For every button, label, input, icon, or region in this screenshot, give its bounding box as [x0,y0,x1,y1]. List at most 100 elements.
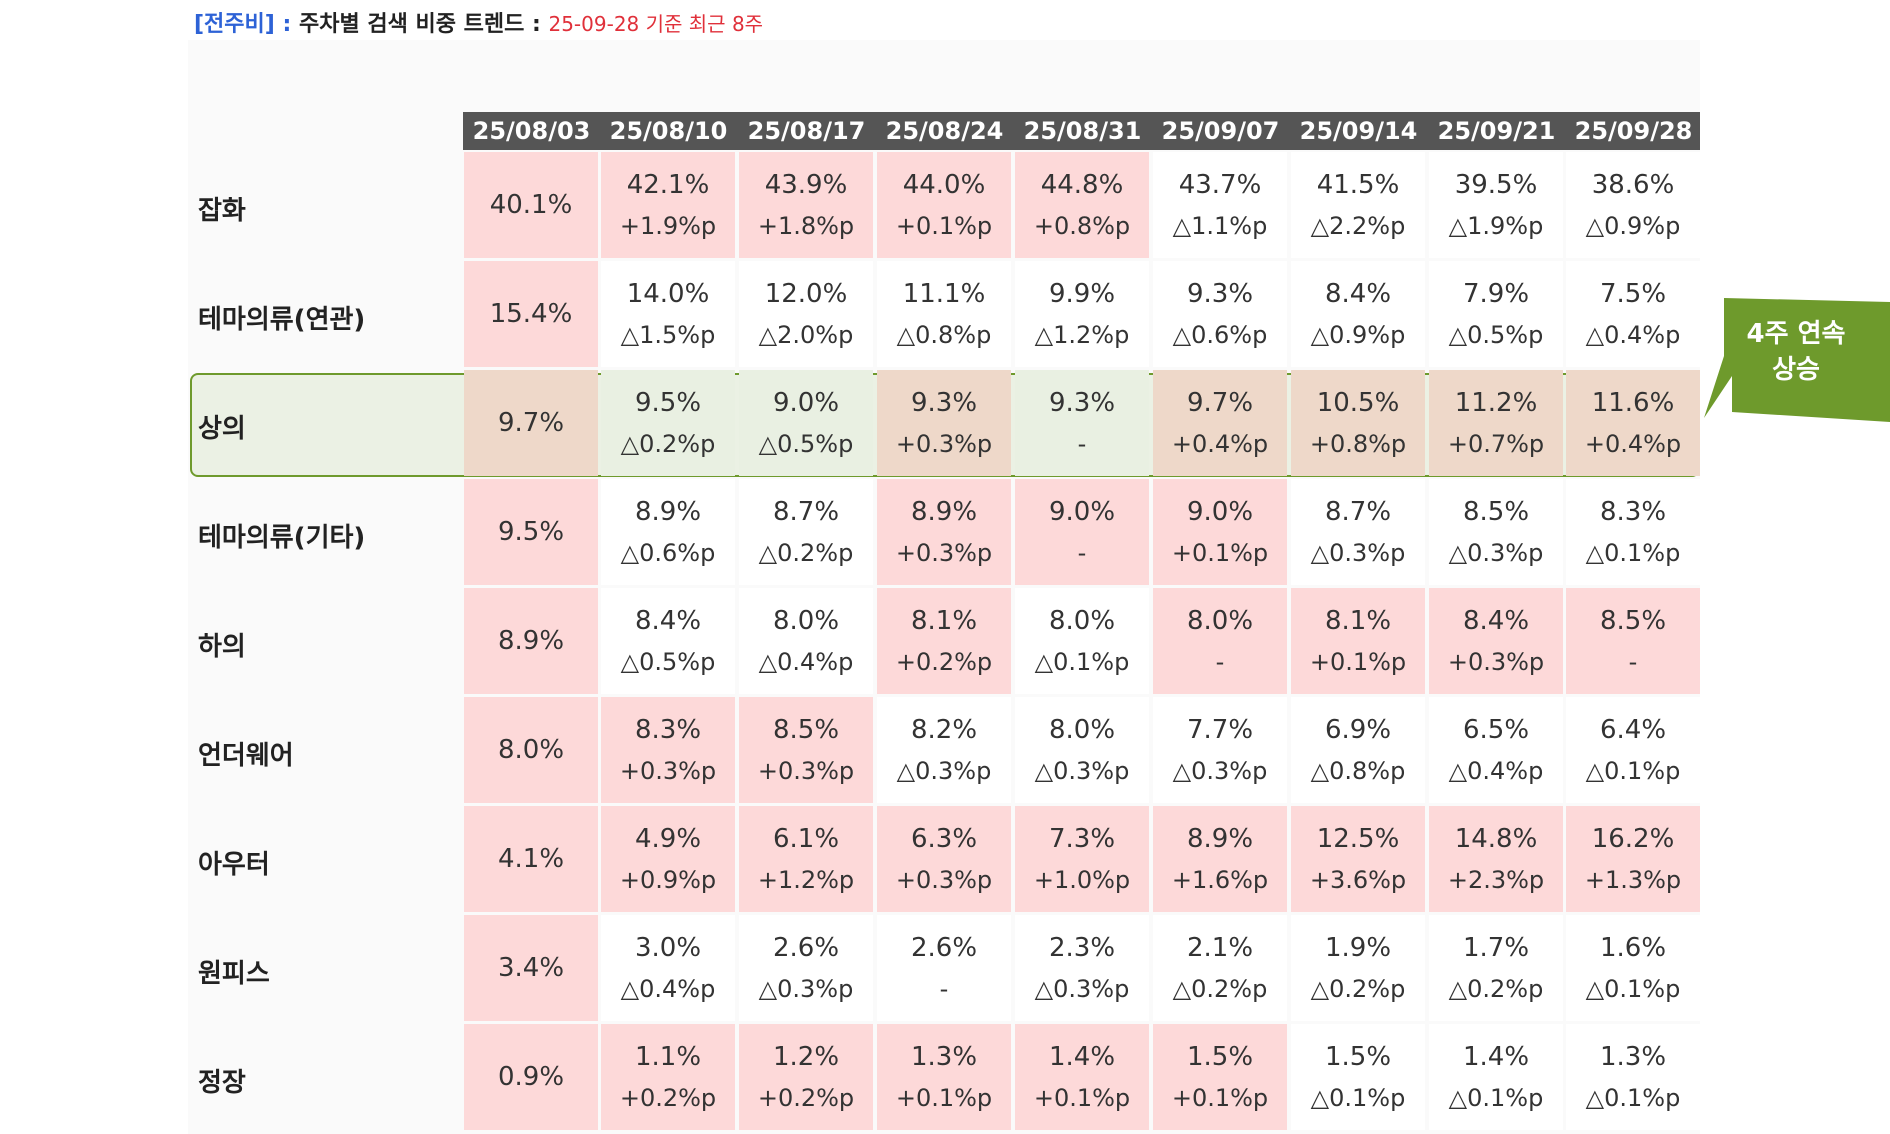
table-cell: 8.0% [464,697,598,803]
cell-value: 44.8% [1040,170,1124,200]
cell-value: 1.6% [1599,933,1667,963]
table-cell: 43.9% +1.8%p [739,152,873,258]
cell-delta: +0.3%p [895,430,993,458]
cell-delta: +3.6%p [1309,866,1407,894]
cell-delta: +0.1%p [1171,539,1269,567]
cell-delta: △0.3%p [1172,757,1268,785]
cell-delta: +1.3%p [1584,866,1682,894]
cell-delta: +0.1%p [895,212,993,240]
cell-delta: △0.1%p [1034,648,1130,676]
cell-value: 8.3% [634,715,702,745]
date-header: 25/08/17 [747,117,866,145]
cell-delta: +0.8%p [1309,430,1407,458]
table-cell: 8.5% +0.3%p [739,697,873,803]
cell-delta: +0.1%p [1309,648,1407,676]
table-cell: 8.7% △0.3%p [1291,479,1425,585]
cell-value: 43.9% [764,170,848,200]
cell-value: 6.1% [772,824,840,854]
cell-delta: - [1215,648,1225,676]
cell-delta: +1.6%p [1171,866,1269,894]
cell-value: 9.3% [910,388,978,418]
table-cell: 1.3% △0.1%p [1566,1024,1700,1130]
table-cell: 2.3% △0.3%p [1015,915,1149,1021]
cell-delta: △0.1%p [1585,539,1681,567]
cell-value: 16.2% [1591,824,1675,854]
table-cell: 9.7% [464,370,598,476]
cell-delta: +0.2%p [895,648,993,676]
cell-delta: +0.2%p [757,1084,855,1112]
table-cell: 44.8% +0.8%p [1015,152,1149,258]
cell-delta: +0.3%p [1447,648,1545,676]
date-header: 25/08/03 [472,117,591,145]
cell-value: 38.6% [1591,170,1675,200]
cell-value: 1.3% [1599,1042,1667,1072]
table-cell: 0.9% [464,1024,598,1130]
table-cell: 9.3% +0.3%p [877,370,1011,476]
table-cell: 2.1% △0.2%p [1153,915,1287,1021]
cell-value: 44.0% [902,170,986,200]
cell-delta: △0.4%p [1585,321,1681,349]
table-cell: 41.5% △2.2%p [1291,152,1425,258]
cell-value: 8.9% [1186,824,1254,854]
row-label: 테마의류(연관) [198,305,366,335]
cell-value: 7.9% [1462,279,1530,309]
table-cell: 10.5% +0.8%p [1291,370,1425,476]
table-cell: 8.9% △0.6%p [601,479,735,585]
table-cell: 1.3% +0.1%p [877,1024,1011,1130]
cell-value: 1.7% [1462,933,1530,963]
table-cell: 8.3% +0.3%p [601,697,735,803]
table-cell: 8.0% △0.1%p [1015,588,1149,694]
cell-value: 8.4% [634,606,702,636]
cell-delta: +1.0%p [1033,866,1131,894]
cell-delta: +1.2%p [757,866,855,894]
cell-value: 8.0% [1186,606,1254,636]
title-separator: : [274,12,299,37]
table-cell: 8.5% △0.3%p [1429,479,1563,585]
cell-value: 4.1% [497,844,565,874]
cell-delta: +0.9%p [619,866,717,894]
table-cell: 8.0% - [1153,588,1287,694]
cell-value: 9.0% [1186,497,1254,527]
row-label: 원피스 [198,959,270,989]
title-separator-2: : [524,12,549,37]
cell-delta: △0.8%p [1310,757,1406,785]
cell-value: 1.4% [1048,1042,1116,1072]
cell-value: 8.5% [1462,497,1530,527]
table-cell: 1.6% △0.1%p [1566,915,1700,1021]
table-cell: 43.7% △1.1%p [1153,152,1287,258]
table-cell: 42.1% +1.9%p [601,152,735,258]
cell-value: 9.9% [1048,279,1116,309]
date-header: 25/09/28 [1574,117,1693,145]
cell-delta: △0.2%p [1172,975,1268,1003]
cell-delta: △0.6%p [620,539,716,567]
table-cell: 40.1% [464,152,598,258]
table-cell: 11.1% △0.8%p [877,261,1011,367]
cell-value: 11.6% [1591,388,1675,418]
cell-delta: △0.1%p [1585,1084,1681,1112]
cell-value: 41.5% [1316,170,1400,200]
table-cell: 8.7% △0.2%p [739,479,873,585]
table-cell: 16.2% +1.3%p [1566,806,1700,912]
cell-value: 8.3% [1599,497,1667,527]
cell-value: 8.1% [910,606,978,636]
cell-delta: △0.3%p [758,975,854,1003]
table-cell: 14.0% △1.5%p [601,261,735,367]
callout-label: 4주 연속 상승 [1716,316,1876,388]
cell-value: 8.7% [772,497,840,527]
cell-value: 9.3% [1048,388,1116,418]
cell-value: 2.3% [1048,933,1116,963]
cell-value: 1.3% [910,1042,978,1072]
table-cell: 1.1% +0.2%p [601,1024,735,1130]
cell-value: 8.0% [1048,715,1116,745]
date-header: 25/08/24 [885,117,1004,145]
table-cell: 12.5% +3.6%p [1291,806,1425,912]
table-cell: 1.5% +0.1%p [1153,1024,1287,1130]
cell-delta: △0.3%p [896,757,992,785]
cell-delta: △0.1%p [1310,1084,1406,1112]
cell-delta: +1.8%p [757,212,855,240]
table-cell: 7.5% △0.4%p [1566,261,1700,367]
cell-value: 0.9% [497,1062,565,1092]
callout-line-1: 4주 연속 [1746,319,1846,349]
callout-badge [1704,298,1890,422]
cell-delta: +0.3%p [619,757,717,785]
